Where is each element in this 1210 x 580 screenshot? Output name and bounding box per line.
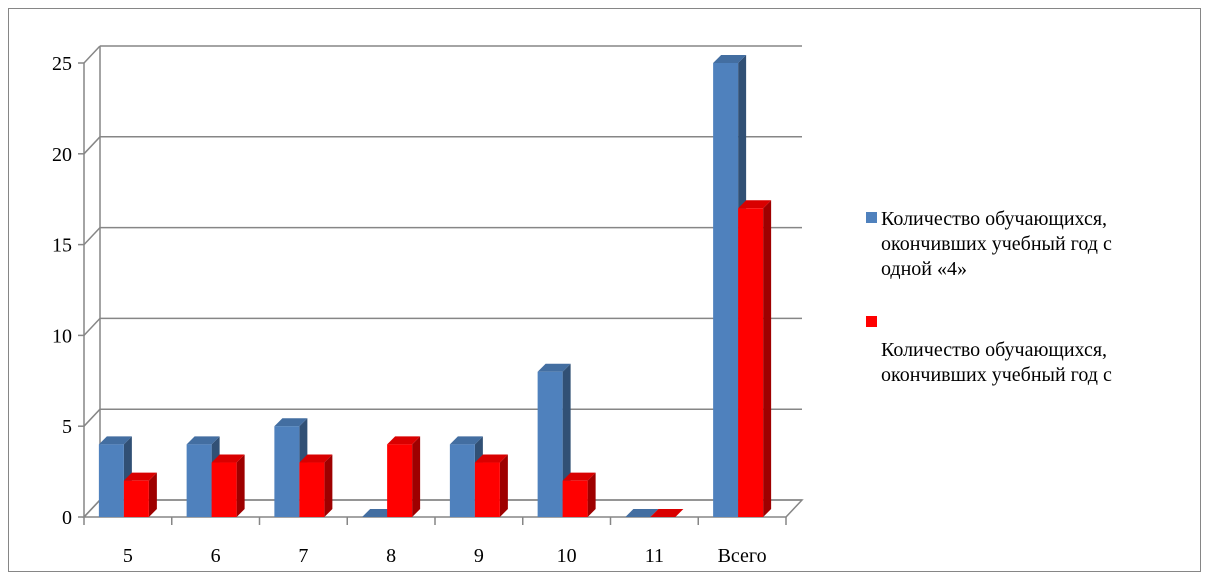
legend-label-series-2: Количество обучающихся, окончивших учебн… [881, 339, 1112, 386]
x-tick-label: 10 [557, 545, 577, 567]
y-tick-label: 20 [52, 144, 72, 166]
gridline-side [83, 317, 101, 336]
bar-2-9 [474, 454, 508, 517]
y-tick-label: 0 [62, 507, 72, 529]
x-tick-label: 7 [298, 545, 308, 567]
bar-2-10 [562, 472, 596, 517]
bar-2-5 [123, 472, 157, 517]
bar-1-8 [362, 509, 396, 517]
gridline-side [83, 136, 101, 155]
gridline-side [83, 408, 101, 427]
y-tick-label: 5 [62, 416, 72, 438]
bar-2-6 [211, 454, 245, 517]
y-tick-label: 25 [52, 53, 72, 75]
x-tick-label: 5 [123, 545, 133, 567]
legend-swatch-series-2 [866, 316, 877, 327]
bar-2-8 [387, 436, 421, 517]
bar-1-11 [625, 509, 659, 517]
legend-label-series-1: Количество обучающихся, окончивших учебн… [881, 208, 1112, 280]
legend-swatch-series-1 [866, 212, 877, 223]
bar-2-7 [299, 454, 333, 517]
x-tick-label: 9 [474, 545, 484, 567]
y-tick-label: 10 [52, 325, 72, 347]
x-tick-label: 11 [645, 545, 664, 567]
bar-2-11 [650, 509, 684, 517]
x-tick-label: Всего [718, 545, 767, 567]
x-tick-label: 8 [386, 545, 396, 567]
y-tick-label: 15 [52, 235, 72, 257]
bar-2-Всего [738, 200, 772, 517]
gridline-side [83, 227, 101, 246]
gridline-side [83, 45, 101, 64]
x-tick-label: 6 [211, 545, 221, 567]
bar-1-10 [537, 363, 571, 517]
